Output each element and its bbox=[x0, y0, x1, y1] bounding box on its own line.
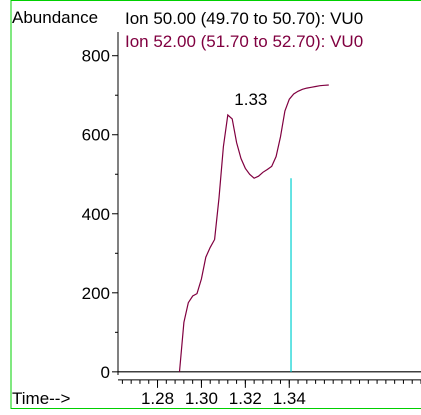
panel-border bbox=[10, 0, 421, 409]
y-tick-label: 200 bbox=[82, 284, 110, 303]
y-tick-label: 0 bbox=[101, 363, 110, 382]
y-tick-label: 800 bbox=[82, 47, 110, 66]
x-tick-label: 1.30 bbox=[185, 389, 218, 408]
x-tick-label: 1.28 bbox=[141, 389, 174, 408]
series-line-ion-52 bbox=[178, 84, 329, 372]
y-tick-label: 600 bbox=[82, 126, 110, 145]
y-axis-title: Abundance bbox=[12, 8, 98, 27]
x-tick-label: 1.32 bbox=[229, 389, 262, 408]
x-tick-label: 1.34 bbox=[273, 389, 306, 408]
x-axis: 1.28 1.30 1.32 1.34 bbox=[118, 379, 421, 408]
series-layer bbox=[118, 84, 421, 373]
y-axis: 0 200 400 600 800 bbox=[82, 32, 119, 382]
peak-label: 1.33 bbox=[234, 90, 267, 109]
legend-entry-ion-52: Ion 52.00 (51.70 to 52.70): VU0 bbox=[125, 32, 363, 51]
x-axis-title: Time--> bbox=[12, 389, 70, 408]
y-tick-label: 400 bbox=[82, 205, 110, 224]
annotation-layer: 1.33 bbox=[234, 90, 292, 372]
legend-entry-ion-50: Ion 50.00 (49.70 to 50.70): VU0 bbox=[125, 9, 363, 28]
